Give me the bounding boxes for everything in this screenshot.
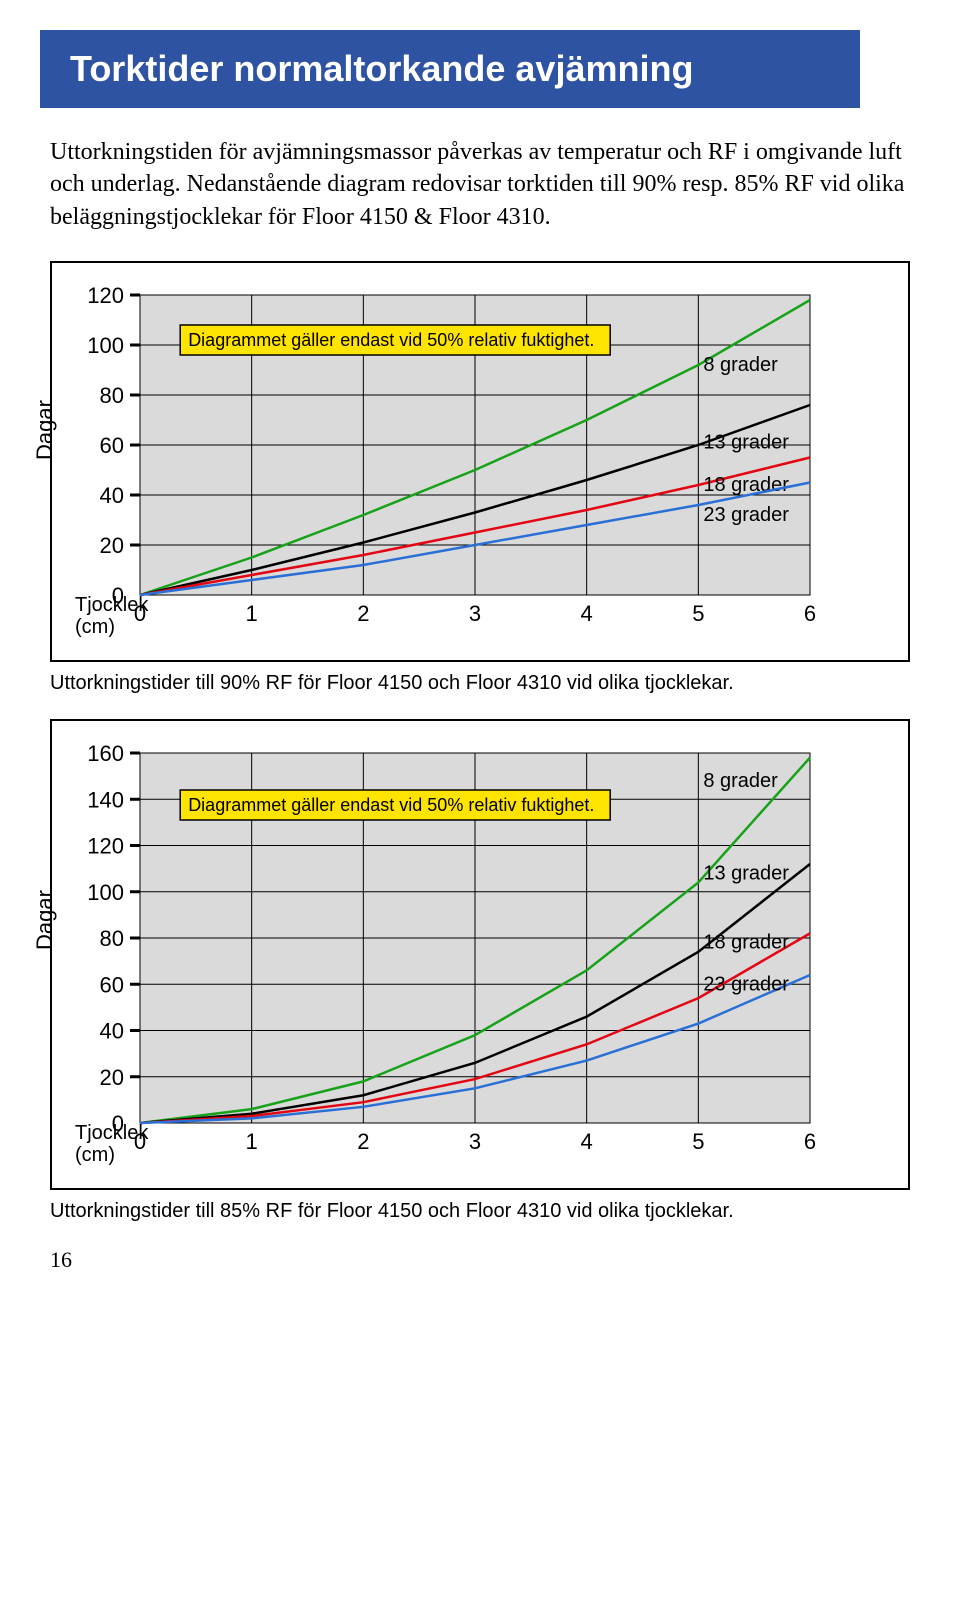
svg-text:18 grader: 18 grader (703, 932, 789, 954)
chart2-ylabel: Dagar (32, 890, 58, 950)
svg-text:4: 4 (581, 601, 593, 626)
svg-text:3: 3 (469, 1129, 481, 1154)
svg-text:20: 20 (100, 533, 124, 558)
svg-text:13 grader: 13 grader (703, 862, 789, 884)
svg-text:120: 120 (87, 283, 124, 308)
svg-text:8 grader: 8 grader (703, 770, 778, 792)
svg-text:6: 6 (804, 601, 816, 626)
chart2-svg: 01234560204060801001201401608 grader13 g… (70, 741, 830, 1171)
svg-text:23 grader: 23 grader (703, 504, 789, 526)
chart1-caption: Uttorkningstider till 90% RF för Floor 4… (50, 672, 910, 695)
svg-text:120: 120 (87, 834, 124, 859)
svg-text:4: 4 (581, 1129, 593, 1154)
chart-frame-1: Dagar 01234560204060801001208 grader13 g… (50, 261, 910, 662)
svg-text:3: 3 (469, 601, 481, 626)
svg-text:(cm): (cm) (75, 616, 115, 638)
svg-text:2: 2 (357, 601, 369, 626)
svg-text:160: 160 (87, 741, 124, 766)
svg-text:100: 100 (87, 333, 124, 358)
chart1-svg: 01234560204060801001208 grader13 grader1… (70, 283, 830, 643)
svg-text:80: 80 (100, 926, 124, 951)
intro-paragraph: Uttorkningstiden för avjämningsmassor på… (50, 136, 910, 233)
svg-text:2: 2 (357, 1129, 369, 1154)
svg-text:Tjocklek: Tjocklek (75, 594, 149, 616)
svg-text:5: 5 (692, 1129, 704, 1154)
svg-text:80: 80 (100, 383, 124, 408)
svg-text:18 grader: 18 grader (703, 474, 789, 496)
page-title: Torktider normaltorkande avjämning (40, 30, 860, 108)
svg-text:6: 6 (804, 1129, 816, 1154)
svg-text:60: 60 (100, 972, 124, 997)
svg-text:13 grader: 13 grader (703, 432, 789, 454)
svg-text:40: 40 (100, 1019, 124, 1044)
svg-text:20: 20 (100, 1065, 124, 1090)
svg-text:140: 140 (87, 787, 124, 812)
svg-text:60: 60 (100, 433, 124, 458)
svg-text:5: 5 (692, 601, 704, 626)
svg-text:8 grader: 8 grader (703, 354, 778, 376)
svg-text:(cm): (cm) (75, 1144, 115, 1166)
chart-frame-2: Dagar 01234560204060801001201401608 grad… (50, 719, 910, 1190)
svg-text:Diagrammet gäller endast vid 5: Diagrammet gäller endast vid 50% relativ… (188, 330, 594, 350)
svg-text:23 grader: 23 grader (703, 973, 789, 995)
svg-text:Diagrammet gäller endast vid 5: Diagrammet gäller endast vid 50% relativ… (188, 795, 594, 815)
svg-text:100: 100 (87, 880, 124, 905)
svg-text:1: 1 (246, 1129, 258, 1154)
svg-text:40: 40 (100, 483, 124, 508)
chart2-caption: Uttorkningstider till 85% RF för Floor 4… (50, 1200, 910, 1223)
svg-text:1: 1 (246, 601, 258, 626)
chart1-ylabel: Dagar (32, 401, 58, 461)
page-number: 16 (50, 1247, 910, 1273)
svg-text:Tjocklek: Tjocklek (75, 1122, 149, 1144)
